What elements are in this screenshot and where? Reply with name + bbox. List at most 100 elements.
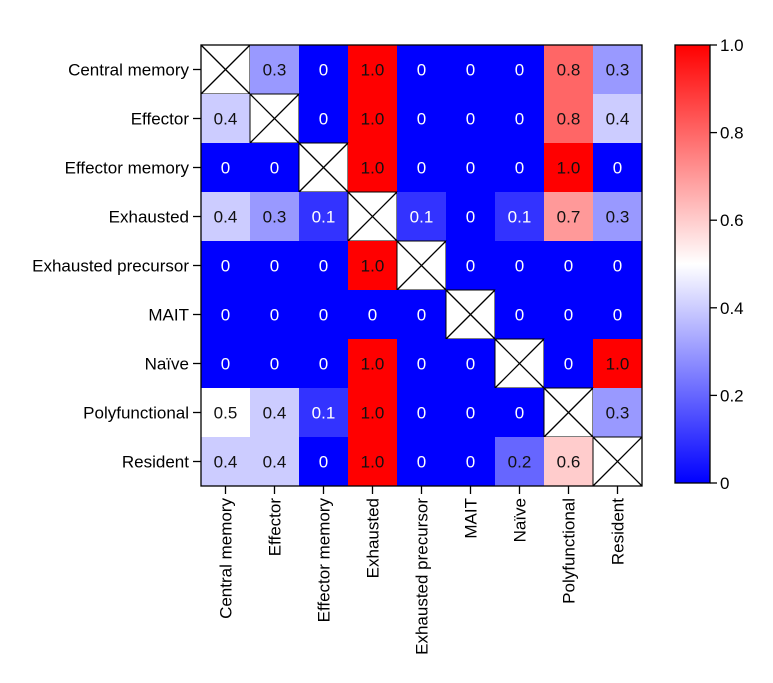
heatmap-cell: 0.4	[250, 388, 299, 437]
cell-value-label: 0	[417, 159, 426, 178]
heatmap-cell-fill	[593, 339, 642, 388]
heatmap-cell: 0.1	[397, 192, 446, 241]
heatmap-cell-fill	[201, 241, 250, 290]
heatmap-cell: 0.5	[201, 388, 250, 437]
heatmap-cell-fill	[348, 143, 397, 192]
cell-value-label: 0.4	[606, 110, 630, 129]
heatmap-cell-fill	[250, 339, 299, 388]
heatmap-cell-fill	[544, 290, 593, 339]
cell-value-label: 0	[466, 257, 475, 276]
heatmap-cell-fill	[397, 94, 446, 143]
heatmap-cell-fill	[348, 437, 397, 486]
heatmap-cell: 0	[495, 94, 544, 143]
heatmap-cell: 0.3	[593, 45, 642, 94]
heatmap-cell-fill	[544, 192, 593, 241]
heatmap-cell-fill	[446, 192, 495, 241]
heatmap-cell-fill	[544, 94, 593, 143]
cell-value-label: 1.0	[361, 453, 385, 472]
heatmap-cell: 0.6	[544, 437, 593, 486]
heatmap-cell: 0	[593, 143, 642, 192]
heatmap-cell: 0	[446, 192, 495, 241]
heatmap-cell-fill	[397, 437, 446, 486]
heatmap-cell-fill	[348, 388, 397, 437]
cell-value-label: 1.0	[361, 355, 385, 374]
cell-value-label: 0.3	[606, 208, 630, 227]
heatmap-cell-fill	[446, 143, 495, 192]
heatmap-cell	[592, 436, 643, 487]
cell-value-label: 0	[221, 257, 230, 276]
heatmap-cell-fill	[250, 143, 299, 192]
cell-value-label: 0.1	[508, 208, 532, 227]
colorbar-tick-label: 0	[720, 474, 729, 493]
heatmap-cell-fill	[299, 241, 348, 290]
row-label: Resident	[122, 453, 189, 472]
heatmap-cell: 0	[495, 143, 544, 192]
heatmap-cell-fill	[593, 45, 642, 94]
cell-value-label: 0	[515, 257, 524, 276]
heatmap-cell: 0	[446, 143, 495, 192]
heatmap-cell: 0	[446, 339, 495, 388]
cell-value-label: 0	[564, 257, 573, 276]
cell-value-label: 1.0	[606, 355, 630, 374]
cell-value-label: 0	[466, 404, 475, 423]
cell-value-label: 0	[417, 61, 426, 80]
heatmap-cell-fill	[299, 339, 348, 388]
cell-value-label: 0.3	[606, 404, 630, 423]
heatmap-cell-fill	[544, 143, 593, 192]
cell-value-label: 0	[564, 306, 573, 325]
heatmap-cell: 0	[593, 241, 642, 290]
heatmap-cell-fill	[495, 192, 544, 241]
cell-value-label: 0.5	[214, 404, 238, 423]
heatmap-cell-fill	[593, 143, 642, 192]
row-labels: Central memory Effector Effector memory Exh…	[32, 61, 201, 472]
cell-value-label: 0	[466, 208, 475, 227]
heatmap-cell: 0	[593, 290, 642, 339]
diagonal-cross-line	[592, 436, 643, 487]
heatmap-cell: 0	[495, 45, 544, 94]
cell-value-label: 0	[221, 355, 230, 374]
heatmap-cell-fill	[495, 241, 544, 290]
colorbar-tick-label: 0.4	[720, 299, 744, 318]
cell-value-label: 0.4	[263, 453, 287, 472]
heatmap-cell: 0	[201, 339, 250, 388]
heatmap-cell-fill	[495, 290, 544, 339]
cell-value-label: 0.3	[263, 61, 287, 80]
column-label: Exhausted	[364, 498, 383, 578]
cell-value-label: 0	[319, 453, 328, 472]
column-label: Exhausted precursor	[413, 498, 432, 655]
heatmap-cell: 1.0	[593, 339, 642, 388]
heatmap-cell: 0.8	[544, 94, 593, 143]
heatmap-cell: 0	[544, 339, 593, 388]
heatmap-cell: 0.3	[250, 45, 299, 94]
cell-value-label: 0.2	[508, 453, 532, 472]
colorbar-tick-label: 0.2	[720, 386, 744, 405]
heatmap-cell	[298, 142, 349, 193]
heatmap-cell-fill	[299, 290, 348, 339]
heatmap-cell-fill	[593, 388, 642, 437]
cell-value-label: 0	[221, 306, 230, 325]
cell-value-label: 0	[515, 61, 524, 80]
heatmap-cell: 1.0	[348, 388, 397, 437]
heatmap-cell	[347, 191, 398, 242]
heatmap-cell: 0	[446, 388, 495, 437]
heatmap-cell: 1.0	[544, 143, 593, 192]
cell-value-label: 0	[417, 355, 426, 374]
heatmap-cell: 0	[397, 290, 446, 339]
heatmap-cell-fill	[593, 290, 642, 339]
heatmap-cell: 0	[397, 45, 446, 94]
heatmap-cell-fill	[250, 241, 299, 290]
cell-value-label: 0	[417, 306, 426, 325]
heatmap-cell: 0	[201, 143, 250, 192]
heatmap-cell-fill	[446, 388, 495, 437]
heatmap-cell: 0	[397, 388, 446, 437]
column-label: Polyfunctional	[560, 498, 579, 604]
column-label: MAIT	[462, 498, 481, 539]
row-label: Central memory	[68, 61, 189, 80]
heatmap-cell	[494, 338, 545, 389]
heatmap-cell: 0	[397, 437, 446, 486]
row-label: Naïve	[145, 355, 189, 374]
heatmap-cell: 0	[446, 241, 495, 290]
heatmap-cell-fill	[495, 388, 544, 437]
column-label: Resident	[609, 498, 628, 565]
heatmap-cell: 0	[299, 94, 348, 143]
